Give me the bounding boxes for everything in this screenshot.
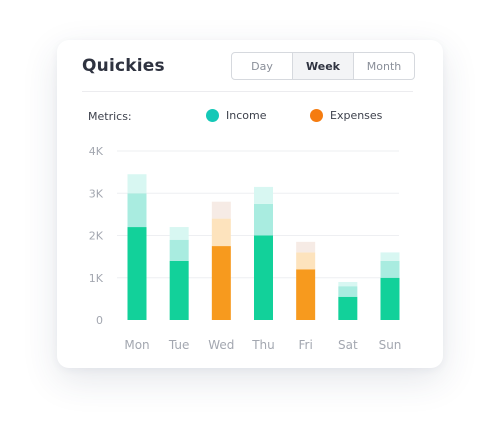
bar-segment-sat-2	[338, 281, 358, 287]
x-tick-label: Thu	[251, 338, 275, 352]
bar-segment-mon-0	[127, 227, 147, 320]
bar-segment-thu-0	[254, 235, 273, 320]
bar-segment-sun-2	[380, 252, 400, 261]
x-tick-label: Tue	[168, 338, 190, 352]
x-tick-label: Sun	[379, 338, 402, 352]
bar-segment-sun-0	[380, 277, 400, 320]
period-switcher: Day Week Month	[231, 52, 415, 80]
bar-segment-sat-0	[338, 296, 358, 320]
x-tick-label: Wed	[208, 338, 234, 352]
bar-segment-thu-1	[254, 203, 273, 236]
period-week-button[interactable]: Week	[292, 53, 353, 79]
period-day-button[interactable]: Day	[251, 59, 273, 73]
legend-income-label: Income	[226, 109, 267, 122]
card-title: Quickies	[82, 56, 165, 76]
y-tick-label: 2K	[89, 230, 104, 243]
x-tick-label: Fri	[299, 338, 313, 352]
legend-expenses-label: Expenses	[330, 109, 383, 122]
bar-segment-wed-2	[211, 201, 231, 219]
x-tick-label: Mon	[124, 338, 149, 352]
bar-segment-fri-2	[296, 241, 316, 253]
x-tick-label: Sat	[338, 338, 358, 352]
y-tick-label: 1K	[89, 272, 104, 285]
metrics-label: Metrics:	[88, 110, 132, 123]
legend-income[interactable]: Income	[206, 109, 266, 122]
bar-segment-wed-1	[211, 218, 231, 247]
period-month-button[interactable]: Month	[353, 53, 414, 79]
bar-segment-thu-2	[254, 186, 273, 204]
bar-segment-mon-1	[127, 193, 147, 228]
bar-segment-fri-1	[296, 252, 316, 270]
bar-segment-sat-1	[338, 286, 358, 297]
income-dot-icon	[206, 109, 219, 122]
header-divider	[82, 91, 413, 92]
y-tick-label: 3K	[89, 187, 104, 200]
bar-chart: 0 1K 2K 3K 4K Mon Tue Wed Thu Fri Sat Sun	[89, 145, 402, 352]
quickies-card: Quickies Day Week Month Metrics: Income …	[57, 40, 443, 368]
bar-segment-tue-1	[169, 239, 189, 261]
y-tick-label: 4K	[89, 145, 104, 158]
bar-segment-wed-0	[211, 246, 231, 320]
bar-segment-tue-2	[169, 227, 189, 240]
y-tick-label: 0	[96, 314, 103, 327]
bar-segment-fri-0	[296, 269, 316, 320]
expenses-dot-icon	[310, 109, 323, 122]
bar-segment-tue-0	[169, 260, 189, 320]
bar-segment-sun-1	[380, 260, 400, 278]
legend-expenses[interactable]: Expenses	[310, 109, 382, 122]
bar-segment-mon-2	[127, 174, 147, 194]
